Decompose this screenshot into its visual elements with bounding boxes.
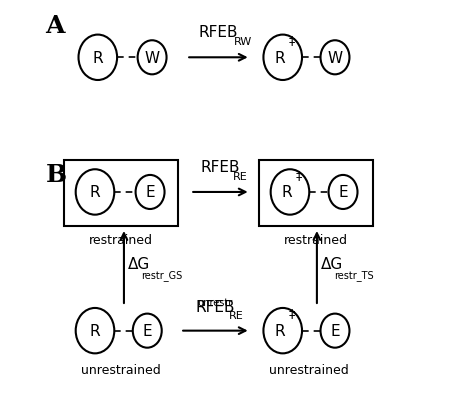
Ellipse shape	[79, 36, 117, 81]
Text: ‡: ‡	[296, 168, 302, 181]
Ellipse shape	[76, 308, 114, 353]
Ellipse shape	[263, 308, 302, 353]
Ellipse shape	[136, 176, 165, 209]
Text: RFEB: RFEB	[201, 160, 240, 174]
Text: RE: RE	[228, 310, 243, 320]
Ellipse shape	[329, 176, 358, 209]
Text: W: W	[327, 51, 342, 66]
Ellipse shape	[263, 36, 302, 81]
Text: A: A	[45, 14, 65, 38]
Text: ‡: ‡	[289, 34, 295, 47]
Bar	[259, 160, 373, 227]
Text: B: B	[45, 162, 67, 186]
Bar	[64, 160, 178, 227]
Text: RW: RW	[234, 37, 252, 47]
Text: ΔG: ΔG	[128, 256, 150, 271]
Ellipse shape	[138, 41, 166, 75]
Ellipse shape	[321, 314, 350, 348]
Text: RFEB: RFEB	[199, 25, 238, 40]
Text: E: E	[145, 185, 155, 200]
Text: restr_GS: restr_GS	[141, 269, 183, 280]
Text: unrestrained: unrestrained	[81, 363, 161, 377]
Text: R: R	[274, 323, 285, 338]
Text: ‡: ‡	[289, 307, 295, 320]
Text: E: E	[330, 323, 340, 338]
Text: W: W	[145, 51, 160, 66]
Text: ΔG: ΔG	[321, 256, 343, 271]
Text: unrestr: unrestr	[198, 297, 233, 307]
Text: restrained: restrained	[284, 234, 348, 247]
Ellipse shape	[133, 314, 162, 348]
Text: R: R	[93, 51, 103, 66]
Text: restr_TS: restr_TS	[334, 269, 374, 280]
Ellipse shape	[321, 41, 350, 75]
Text: E: E	[142, 323, 152, 338]
Ellipse shape	[271, 170, 309, 215]
Ellipse shape	[76, 170, 114, 215]
Text: RFEB: RFEB	[195, 299, 235, 314]
Text: R: R	[281, 185, 292, 200]
Text: E: E	[338, 185, 348, 200]
Text: unrestrained: unrestrained	[269, 363, 349, 377]
Text: R: R	[90, 323, 100, 338]
Text: R: R	[274, 51, 285, 66]
Text: R: R	[90, 185, 100, 200]
Text: restrained: restrained	[89, 234, 153, 247]
Text: RE: RE	[233, 171, 247, 181]
